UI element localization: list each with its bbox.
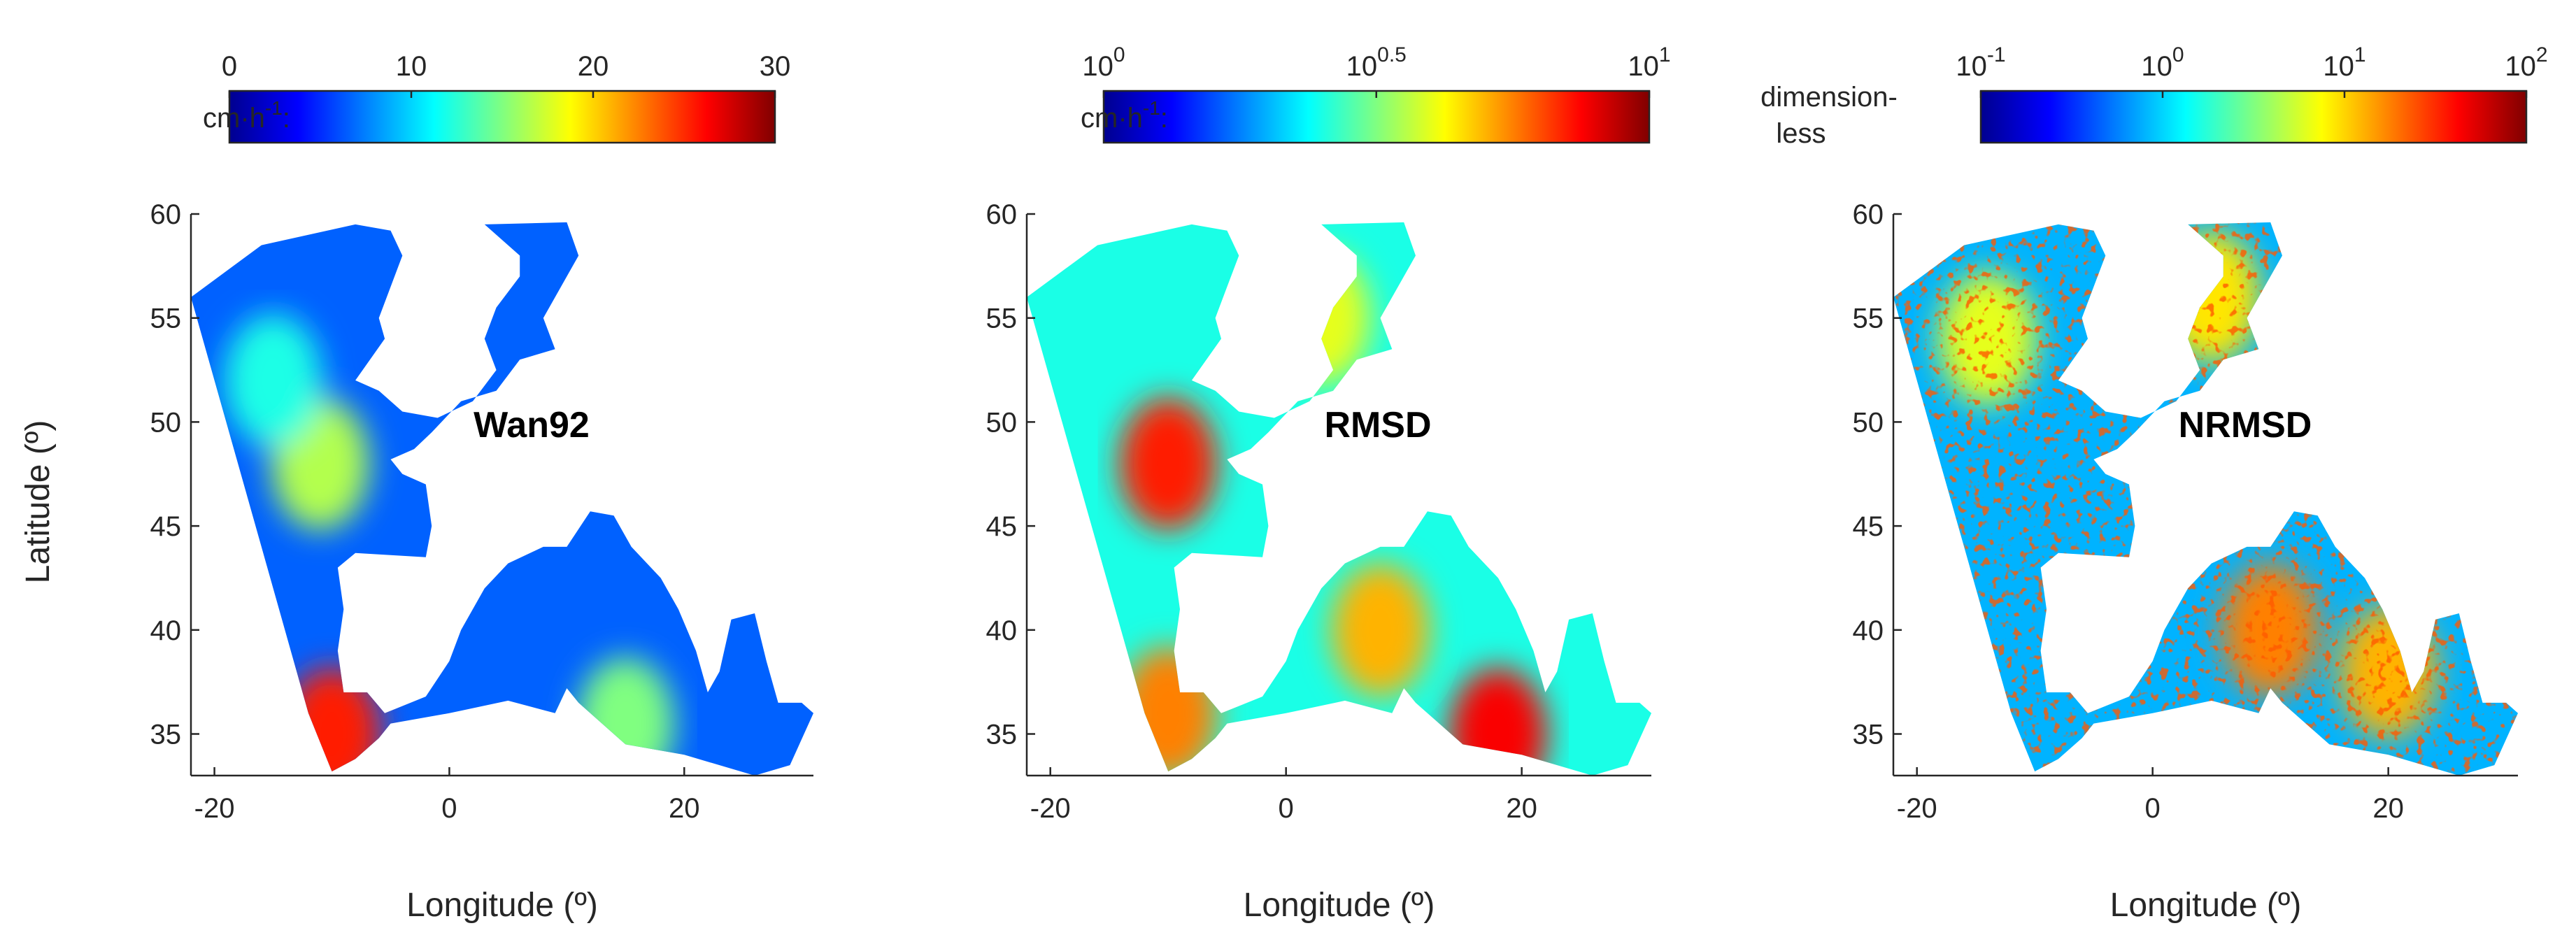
- colorbar-unit-label: cm·h-1:: [1081, 97, 1168, 134]
- y-tick-label: 60: [1853, 199, 1884, 230]
- y-axis-title: Latitude (º): [20, 420, 57, 584]
- noise-texture: [1893, 222, 2518, 776]
- panel-label: RMSD: [1324, 405, 1431, 445]
- panel-1: 35 40 45 50 55 60 -20 0 20 Longitude (º) Latitude …: [20, 51, 813, 924]
- panel-3: 35 40 45 50 55 60 -20 0 20 Longitude (º) NRMSD 10-1…: [1760, 43, 2547, 924]
- hotspot-4: [1272, 251, 1371, 385]
- y-tick-label: 45: [1853, 511, 1884, 542]
- panel-label: NRMSD: [2179, 405, 2312, 445]
- colorbar-gradient: [1102, 90, 1651, 144]
- y-tick-label: 45: [150, 511, 182, 542]
- hotspot-5: [1119, 646, 1218, 776]
- y-tick-label: 35: [150, 720, 182, 750]
- heatmap-field: [191, 222, 813, 776]
- x-tick-label: 0: [441, 793, 457, 824]
- panel-label: Wan92: [474, 405, 590, 445]
- hotspot-2: [1449, 667, 1547, 776]
- x-axis-title: Longitude (º): [406, 887, 598, 924]
- x-tick-label: -20: [194, 793, 235, 824]
- x-axis-title: Longitude (º): [2110, 887, 2302, 924]
- heatmap-field: [1027, 222, 1651, 776]
- hotspot-4: [224, 313, 322, 447]
- y-tick-label: 50: [1853, 407, 1884, 438]
- colorbar: 10-1 100 101 102 dimension-less: [1760, 43, 2547, 149]
- y-tick-label: 55: [986, 304, 1018, 334]
- colorbar-tick-label: 101: [1628, 43, 1670, 82]
- hotspot-3: [576, 657, 675, 776]
- colorbar-tick-label: 0: [222, 51, 237, 82]
- colorbar-tick-label: 101: [2323, 43, 2365, 82]
- x-tick-label: -20: [1030, 793, 1071, 824]
- x-tick-label: 20: [1506, 793, 1537, 824]
- colorbar-tick-label: 100: [2141, 43, 2184, 82]
- colorbar-tick-label: 10: [396, 51, 427, 82]
- x-tick-label: 20: [2372, 793, 2404, 824]
- colorbar-gradient: [228, 90, 776, 144]
- colorbar: 0 10 20 30 cm·h-1:: [203, 51, 791, 144]
- hotspot-3: [1331, 563, 1430, 697]
- y-tick-label: 60: [986, 199, 1018, 230]
- y-tick-label: 40: [150, 615, 182, 646]
- colorbar-tick-label: 102: [2505, 43, 2547, 82]
- x-tick-label: 0: [2145, 793, 2161, 824]
- colorbar-tick-label: 30: [760, 51, 791, 82]
- y-tick-label: 60: [150, 199, 182, 230]
- colorbar-unit-label: cm·h-1:: [203, 97, 290, 134]
- colorbar-tick-label: 100: [1082, 43, 1125, 82]
- y-tick-label: 50: [150, 407, 182, 438]
- colorbar-gradient: [1979, 90, 2528, 144]
- x-tick-label: -20: [1897, 793, 1937, 824]
- colorbar-tick-label: 20: [578, 51, 609, 82]
- colorbar: 100 100.5 101 cm·h-1:: [1081, 43, 1671, 144]
- hotspot-2: [283, 667, 381, 776]
- y-tick-label: 55: [1853, 304, 1884, 334]
- y-tick-label: 55: [150, 304, 182, 334]
- y-tick-label: 35: [1853, 720, 1884, 750]
- colorbar-unit-label-line2: less: [1776, 118, 1826, 149]
- x-tick-label: 20: [669, 793, 700, 824]
- y-tick-label: 50: [986, 407, 1018, 438]
- x-axis-title: Longitude (º): [1244, 887, 1435, 924]
- heatmap-field: [1893, 222, 2518, 776]
- hotspot-1: [1119, 397, 1218, 530]
- colorbar-tick-label: 10-1: [1956, 43, 2005, 82]
- colorbar-unit-label: dimension-: [1760, 82, 1898, 113]
- y-tick-label: 35: [986, 720, 1018, 750]
- x-tick-label: 0: [1279, 793, 1294, 824]
- colorbar-tick-label: 100.5: [1346, 43, 1407, 82]
- y-tick-label: 45: [986, 511, 1018, 542]
- y-tick-label: 40: [1853, 615, 1884, 646]
- y-tick-label: 40: [986, 615, 1018, 646]
